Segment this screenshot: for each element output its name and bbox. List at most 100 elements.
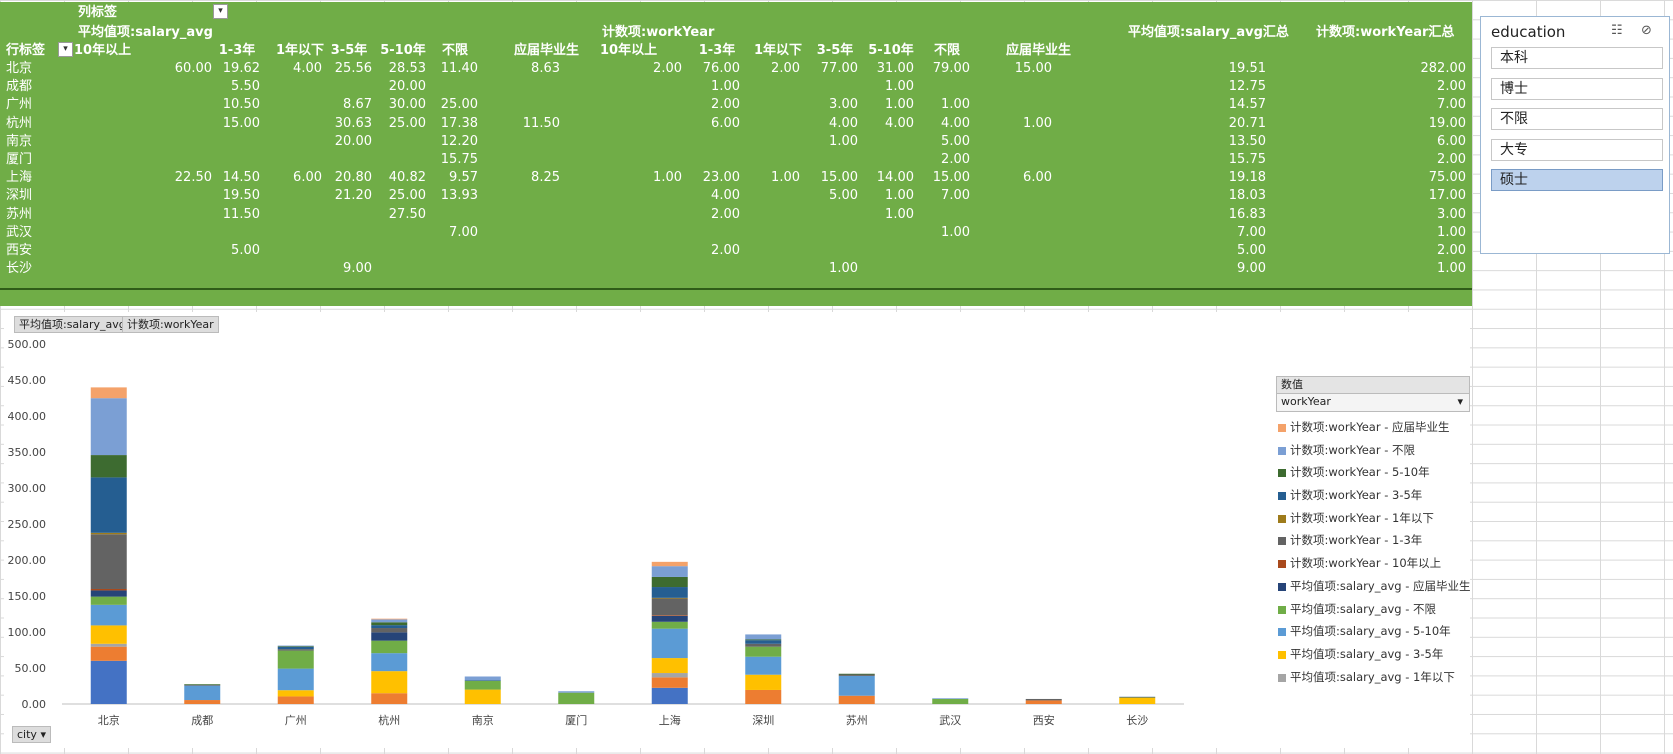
bar-segment[interactable] (90, 590, 127, 597)
chart-count-field-button[interactable]: 计数项:workYear (122, 316, 219, 333)
bar-segment[interactable] (745, 639, 782, 641)
bar-segment[interactable] (371, 622, 408, 626)
slicer-item[interactable]: 大专 (1491, 138, 1663, 161)
bar-segment[interactable] (651, 615, 688, 622)
pivot-row-label[interactable]: 苏州 (6, 206, 33, 222)
bar-segment[interactable] (464, 680, 501, 681)
slicer-item[interactable]: 不限 (1491, 108, 1663, 130)
bar-segment[interactable] (651, 576, 688, 588)
pivot-row-label[interactable]: 杭州 (6, 115, 33, 131)
bar-segment[interactable] (184, 700, 221, 704)
pivot-row-label[interactable]: 北京 (6, 61, 33, 76)
pivot-row-label[interactable]: 深圳 (6, 188, 33, 204)
pivot-row-label[interactable]: 厦门 (6, 152, 33, 167)
bar-segment[interactable] (90, 588, 127, 591)
bar-segment[interactable] (838, 675, 875, 696)
pivot-row-label[interactable]: 广州 (6, 97, 33, 113)
bar-segment[interactable] (464, 689, 501, 704)
bar-segment[interactable] (371, 618, 408, 620)
bar-segment[interactable] (371, 640, 408, 654)
bar-segment[interactable] (558, 691, 595, 693)
bar-segment[interactable] (651, 597, 688, 599)
bar-segment[interactable] (651, 621, 688, 629)
bar-segment[interactable] (838, 673, 875, 675)
bar-segment[interactable] (932, 698, 969, 699)
bar-segment[interactable] (651, 677, 688, 688)
bar-segment[interactable] (838, 674, 875, 676)
pivot-row-label[interactable]: 上海 (6, 170, 33, 186)
pivot-row-label[interactable]: 长沙 (6, 261, 33, 277)
bar-segment[interactable] (90, 532, 127, 535)
bar-segment[interactable] (371, 671, 408, 694)
pivot-row-label[interactable]: 成都 (6, 79, 33, 95)
bar-segment[interactable] (277, 646, 314, 647)
bar-segment[interactable] (745, 674, 782, 690)
bar-segment[interactable] (90, 643, 127, 647)
pivot-row-label[interactable]: 西安 (6, 243, 33, 258)
bar-segment[interactable] (745, 689, 782, 704)
bar-segment[interactable] (651, 598, 688, 616)
bar-segment[interactable] (90, 455, 127, 478)
chart-avg-field-button[interactable]: 平均值项:salary_avg (14, 316, 131, 333)
bar-segment[interactable] (464, 680, 501, 690)
bar-segment[interactable] (277, 646, 314, 650)
pivot-chart[interactable]: 平均值项:salary_avg 计数项:workYear 0.00 50.00 10… (4, 312, 1470, 748)
bar-segment[interactable] (90, 387, 127, 399)
bar-segment[interactable] (90, 477, 127, 533)
bar-segment[interactable] (184, 685, 221, 701)
bar-segment[interactable] (371, 625, 408, 629)
slicer-item[interactable]: 博士 (1491, 77, 1663, 100)
multi-select-icon[interactable]: ☷ (1611, 23, 1623, 38)
bar-segment[interactable] (651, 687, 688, 704)
bar-segment[interactable] (371, 632, 408, 641)
bar-segment[interactable] (651, 566, 688, 577)
clear-filter-icon[interactable]: ⊘ (1641, 23, 1652, 38)
pivot-row-label[interactable]: 武汉 (6, 224, 33, 240)
bar-segment[interactable] (651, 615, 688, 616)
bar-segment[interactable] (277, 690, 314, 697)
bar-segment[interactable] (651, 561, 688, 567)
bar-segment[interactable] (90, 660, 127, 704)
bar-segment[interactable] (371, 628, 408, 633)
bar-segment[interactable] (90, 534, 127, 589)
bar-segment[interactable] (1025, 698, 1062, 701)
bar-segment[interactable] (90, 625, 127, 644)
bar-segment[interactable] (745, 643, 782, 647)
bar-segment[interactable] (745, 634, 782, 640)
bar-segment[interactable] (558, 692, 595, 704)
bar-segment[interactable] (745, 640, 782, 644)
slicer-item[interactable]: 本科 (1491, 47, 1663, 69)
column-filter-dropdown-icon[interactable]: ▾ (213, 4, 228, 19)
bar-segment[interactable] (371, 653, 408, 672)
bar-segment[interactable] (651, 658, 688, 674)
bar-segment[interactable] (1025, 700, 1062, 704)
bar-segment[interactable] (371, 619, 408, 623)
education-slicer[interactable]: education ☷ ⊘ 本科 博士 不限 大专 硕士 (1480, 16, 1670, 254)
bar-segment[interactable] (184, 684, 221, 685)
bar-segment[interactable] (277, 650, 314, 669)
bar-segment[interactable] (277, 649, 314, 651)
bar-segment[interactable] (745, 646, 782, 657)
bar-segment[interactable] (277, 696, 314, 704)
bar-segment[interactable] (371, 693, 408, 704)
pivot-table[interactable]: 列标签 ▾ 平均值项:salary_avg 计数项:workYear 平均值项:… (0, 2, 1472, 306)
bar-segment[interactable] (651, 628, 688, 659)
bar-segment[interactable] (90, 398, 127, 456)
bar-segment[interactable] (277, 668, 314, 691)
bar-segment[interactable] (90, 604, 127, 626)
pivot-row-label[interactable]: 南京 (6, 133, 33, 149)
bar-segment[interactable] (932, 698, 969, 704)
bar-segment[interactable] (184, 684, 221, 686)
bar-segment[interactable] (277, 645, 314, 647)
city-axis-field-button[interactable]: city ▾ (12, 726, 51, 743)
legend-field-dropdown[interactable]: workYear ▾ (1276, 394, 1470, 412)
bar-segment[interactable] (838, 695, 875, 704)
slicer-item[interactable]: 硕士 (1491, 169, 1663, 191)
bar-segment[interactable] (1119, 696, 1156, 698)
bar-segment[interactable] (464, 676, 501, 681)
bar-segment[interactable] (90, 646, 127, 661)
bar-segment[interactable] (651, 587, 688, 598)
bar-segment[interactable] (651, 673, 688, 678)
bar-segment[interactable] (90, 596, 127, 605)
bar-segment[interactable] (745, 656, 782, 675)
